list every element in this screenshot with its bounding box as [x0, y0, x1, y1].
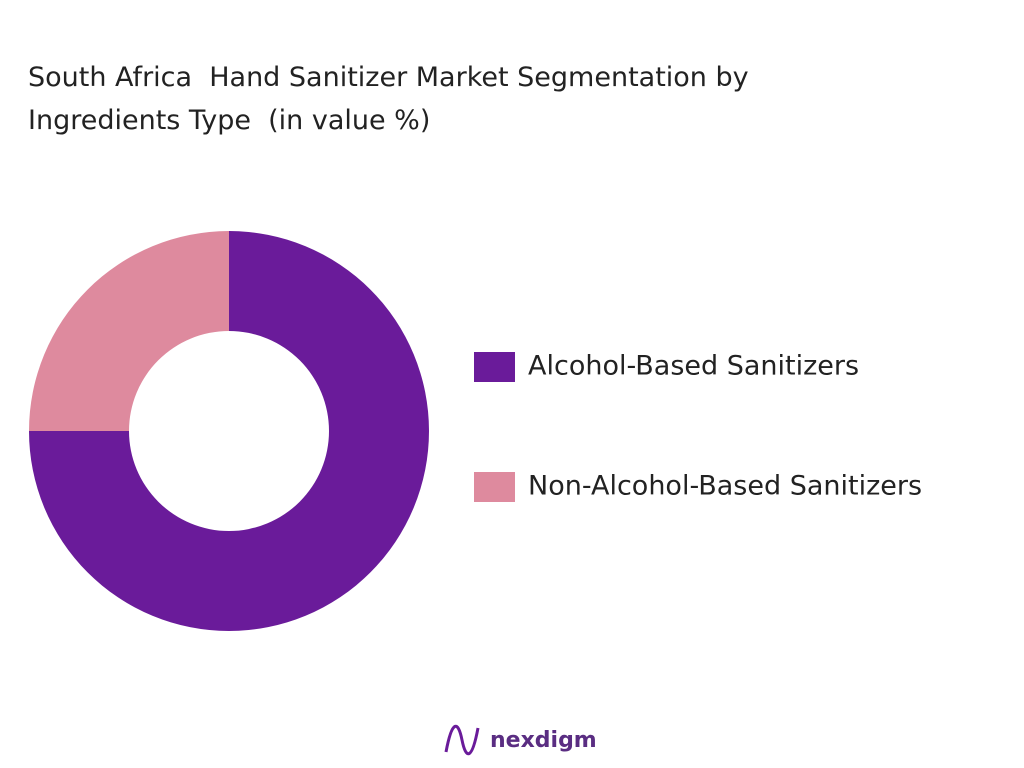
- legend-swatch: [474, 352, 515, 382]
- donut-slice: [29, 231, 229, 431]
- donut-slice: [29, 231, 429, 631]
- logo-text: nexdigm: [490, 728, 597, 753]
- legend-swatch: [474, 472, 515, 502]
- chart-title: South Africa Hand Sanitizer Market Segme…: [28, 62, 758, 136]
- logo-icon: [444, 725, 480, 755]
- legend-label: Non-Alcohol-Based Sanitizers: [528, 471, 922, 502]
- legend-label: Alcohol-Based Sanitizers: [528, 351, 859, 382]
